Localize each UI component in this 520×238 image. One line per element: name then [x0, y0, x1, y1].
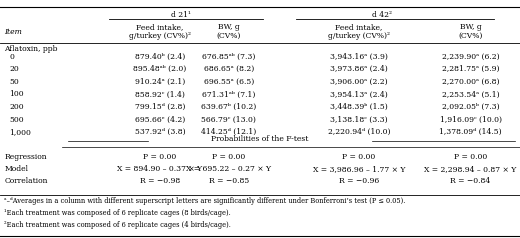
Text: P = 0.00: P = 0.00	[212, 153, 245, 161]
Text: ᵃ–ᵈAverages in a column with different superscript letters are significantly dif: ᵃ–ᵈAverages in a column with different s…	[4, 197, 406, 205]
Text: R = −0.96: R = −0.96	[339, 177, 379, 185]
Text: X = 3,986.96 – 1.77 × Y: X = 3,986.96 – 1.77 × Y	[313, 165, 405, 173]
Text: BW, g: BW, g	[460, 23, 482, 31]
Text: 671.31ᵃᵇ (7.1): 671.31ᵃᵇ (7.1)	[202, 90, 255, 99]
Text: 537.92ᵈ (3.8): 537.92ᵈ (3.8)	[135, 128, 185, 136]
Text: BW, g: BW, g	[218, 23, 240, 31]
Text: P = 0.00: P = 0.00	[454, 153, 487, 161]
Text: 500: 500	[9, 116, 24, 124]
Text: g/turkey (CV%)²: g/turkey (CV%)²	[129, 32, 191, 40]
Text: 200: 200	[9, 103, 24, 111]
Text: 1,916.09ᶜ (10.0): 1,916.09ᶜ (10.0)	[439, 116, 502, 124]
Text: 50: 50	[9, 78, 19, 86]
Text: 3,138.18ᶜ (3.3): 3,138.18ᶜ (3.3)	[330, 116, 387, 124]
Text: 639.67ᵇ (10.2): 639.67ᵇ (10.2)	[201, 103, 256, 111]
Text: Feed intake,: Feed intake,	[136, 23, 184, 31]
Text: R = −0.85: R = −0.85	[209, 177, 249, 185]
Text: 676.85ᵃᵇ (7.3): 676.85ᵃᵇ (7.3)	[202, 53, 255, 61]
Text: R = −0.98: R = −0.98	[140, 177, 180, 185]
Text: (CV%): (CV%)	[459, 32, 483, 40]
Text: 20: 20	[9, 65, 19, 73]
Text: 1,378.09ᵈ (14.5): 1,378.09ᵈ (14.5)	[439, 128, 502, 136]
Text: 3,906.00ᵃ (2.2): 3,906.00ᵃ (2.2)	[330, 78, 387, 86]
Text: X = 695.22 – 0.27 × Y: X = 695.22 – 0.27 × Y	[186, 165, 271, 173]
Text: 2,239.90ᵃ (6.2): 2,239.90ᵃ (6.2)	[442, 53, 499, 61]
Text: g/turkey (CV%)²: g/turkey (CV%)²	[328, 32, 390, 40]
Text: 3,973.86ᵃ (2.4): 3,973.86ᵃ (2.4)	[330, 65, 388, 73]
Text: Model: Model	[4, 165, 28, 173]
Text: 566.79ᶜ (13.0): 566.79ᶜ (13.0)	[201, 116, 256, 124]
Text: 100: 100	[9, 90, 24, 99]
Text: 910.24ᵃ (2.1): 910.24ᵃ (2.1)	[135, 78, 185, 86]
Text: 695.66ᵉ (4.2): 695.66ᵉ (4.2)	[135, 116, 185, 124]
Text: 879.40ᵇ (2.4): 879.40ᵇ (2.4)	[135, 53, 185, 61]
Text: Probabilities of the F-test: Probabilities of the F-test	[211, 134, 309, 143]
Text: 414.25ᵈ (12.1): 414.25ᵈ (12.1)	[201, 128, 256, 136]
Text: 2,092.05ᵇ (7.3): 2,092.05ᵇ (7.3)	[442, 103, 499, 111]
Text: Item: Item	[4, 28, 22, 36]
Text: Correlation: Correlation	[4, 177, 48, 185]
Text: 3,448.39ᵇ (1.5): 3,448.39ᵇ (1.5)	[330, 103, 388, 111]
Text: 2,270.00ᵃ (6.8): 2,270.00ᵃ (6.8)	[442, 78, 499, 86]
Text: 696.55ᵃ (6.5): 696.55ᵃ (6.5)	[204, 78, 254, 86]
Text: 858.92ᶜ (1.4): 858.92ᶜ (1.4)	[135, 90, 185, 99]
Text: X = 2,298.94 – 0.87 × Y: X = 2,298.94 – 0.87 × Y	[424, 165, 517, 173]
Text: 686.65ᵃ (8.2): 686.65ᵃ (8.2)	[204, 65, 254, 73]
Text: 2,281.75ᵃ (5.9): 2,281.75ᵃ (5.9)	[442, 65, 499, 73]
Text: P = 0.00: P = 0.00	[342, 153, 375, 161]
Text: 2,220.94ᵈ (10.0): 2,220.94ᵈ (10.0)	[328, 128, 390, 136]
Text: Aflatoxin, ppb: Aflatoxin, ppb	[4, 45, 58, 53]
Text: 799.15ᵈ (2.8): 799.15ᵈ (2.8)	[135, 103, 185, 111]
Text: Feed intake,: Feed intake,	[335, 23, 383, 31]
Text: d 42²: d 42²	[372, 11, 392, 19]
Text: R = −0.84: R = −0.84	[450, 177, 491, 185]
Text: ¹Each treatment was composed of 6 replicate cages (8 birds/cage).: ¹Each treatment was composed of 6 replic…	[4, 209, 231, 217]
Text: 0: 0	[9, 53, 14, 61]
Text: 895.48ᵃᵇ (2.0): 895.48ᵃᵇ (2.0)	[133, 65, 187, 73]
Text: (CV%): (CV%)	[217, 32, 241, 40]
Text: d 21¹: d 21¹	[171, 11, 191, 19]
Text: 2,253.54ᵃ (5.1): 2,253.54ᵃ (5.1)	[442, 90, 499, 99]
Text: P = 0.00: P = 0.00	[144, 153, 176, 161]
Text: ²Each treatment was composed of 6 replicate cages (4 birds/cage).: ²Each treatment was composed of 6 replic…	[4, 221, 231, 229]
Text: 1,000: 1,000	[9, 128, 31, 136]
Text: Regression: Regression	[4, 153, 47, 161]
Text: 3,943.16ᵃ (3.9): 3,943.16ᵃ (3.9)	[330, 53, 388, 61]
Text: X = 894.90 – 0.37 × Y: X = 894.90 – 0.37 × Y	[118, 165, 202, 173]
Text: 3,954.13ᵃ (2.4): 3,954.13ᵃ (2.4)	[330, 90, 388, 99]
